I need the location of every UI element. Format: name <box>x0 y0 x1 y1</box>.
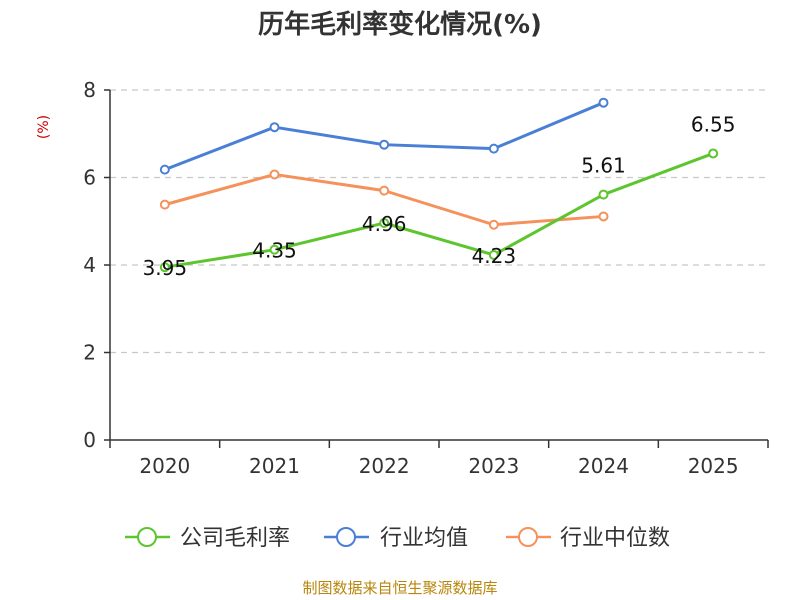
data-label: 4.23 <box>472 244 517 268</box>
data-label: 3.95 <box>143 256 188 280</box>
y-tick-label: 6 <box>83 166 96 190</box>
legend-label[interactable]: 行业均值 <box>380 526 468 551</box>
legend[interactable]: 公司毛利率 行业均值 行业中位数 <box>125 526 670 551</box>
data-point <box>269 244 280 255</box>
x-tick-label: 2024 <box>578 454 629 478</box>
data-point <box>598 97 609 108</box>
x-tick-label: 2022 <box>359 454 410 478</box>
y-axis-unit: (%) <box>36 115 52 139</box>
data-point <box>159 164 170 175</box>
data-point <box>269 122 280 133</box>
data-label: 4.35 <box>252 239 297 263</box>
data-label: 5.61 <box>581 154 626 178</box>
data-point <box>598 211 609 222</box>
data-point <box>159 199 170 210</box>
x-tick-label: 2020 <box>139 454 190 478</box>
x-tick-label: 2025 <box>688 454 739 478</box>
legend-label[interactable]: 公司毛利率 <box>180 526 290 551</box>
x-tick-label: 2021 <box>249 454 300 478</box>
data-labels: 3.95 4.35 4.96 4.23 5.61 6.55 <box>143 112 736 280</box>
series-line-1 <box>164 101 605 172</box>
data-point <box>708 148 719 159</box>
y-tick-label: 8 <box>83 78 96 102</box>
legend-marker <box>137 527 157 547</box>
data-point <box>488 219 499 230</box>
data-point <box>488 249 499 260</box>
data-point <box>379 218 390 228</box>
data-point <box>379 139 390 150</box>
series-group <box>159 97 719 273</box>
chart-title: 历年毛利率变化情况(%) <box>258 9 542 40</box>
legend-label[interactable]: 行业中位数 <box>560 526 670 551</box>
legend-marker <box>336 527 356 547</box>
data-point <box>159 262 170 273</box>
y-tick-label: 0 <box>83 428 96 452</box>
y-tick-label: 4 <box>83 253 96 277</box>
series-line-0 <box>164 152 714 269</box>
x-tick-label: 2023 <box>468 454 519 478</box>
grid <box>110 89 768 354</box>
data-point <box>488 143 499 154</box>
data-point <box>269 169 280 180</box>
data-point <box>379 185 390 196</box>
data-label: 4.96 <box>362 212 407 236</box>
y-tick-label: 2 <box>83 341 96 365</box>
data-point <box>598 189 609 200</box>
data-label: 6.55 <box>691 112 736 136</box>
axes: 0 2 4 6 8 2020 2021 2022 2023 2024 2025 <box>83 78 769 478</box>
legend-marker <box>518 527 538 547</box>
source-note: 制图数据来自恒生聚源数据库 <box>302 579 497 597</box>
